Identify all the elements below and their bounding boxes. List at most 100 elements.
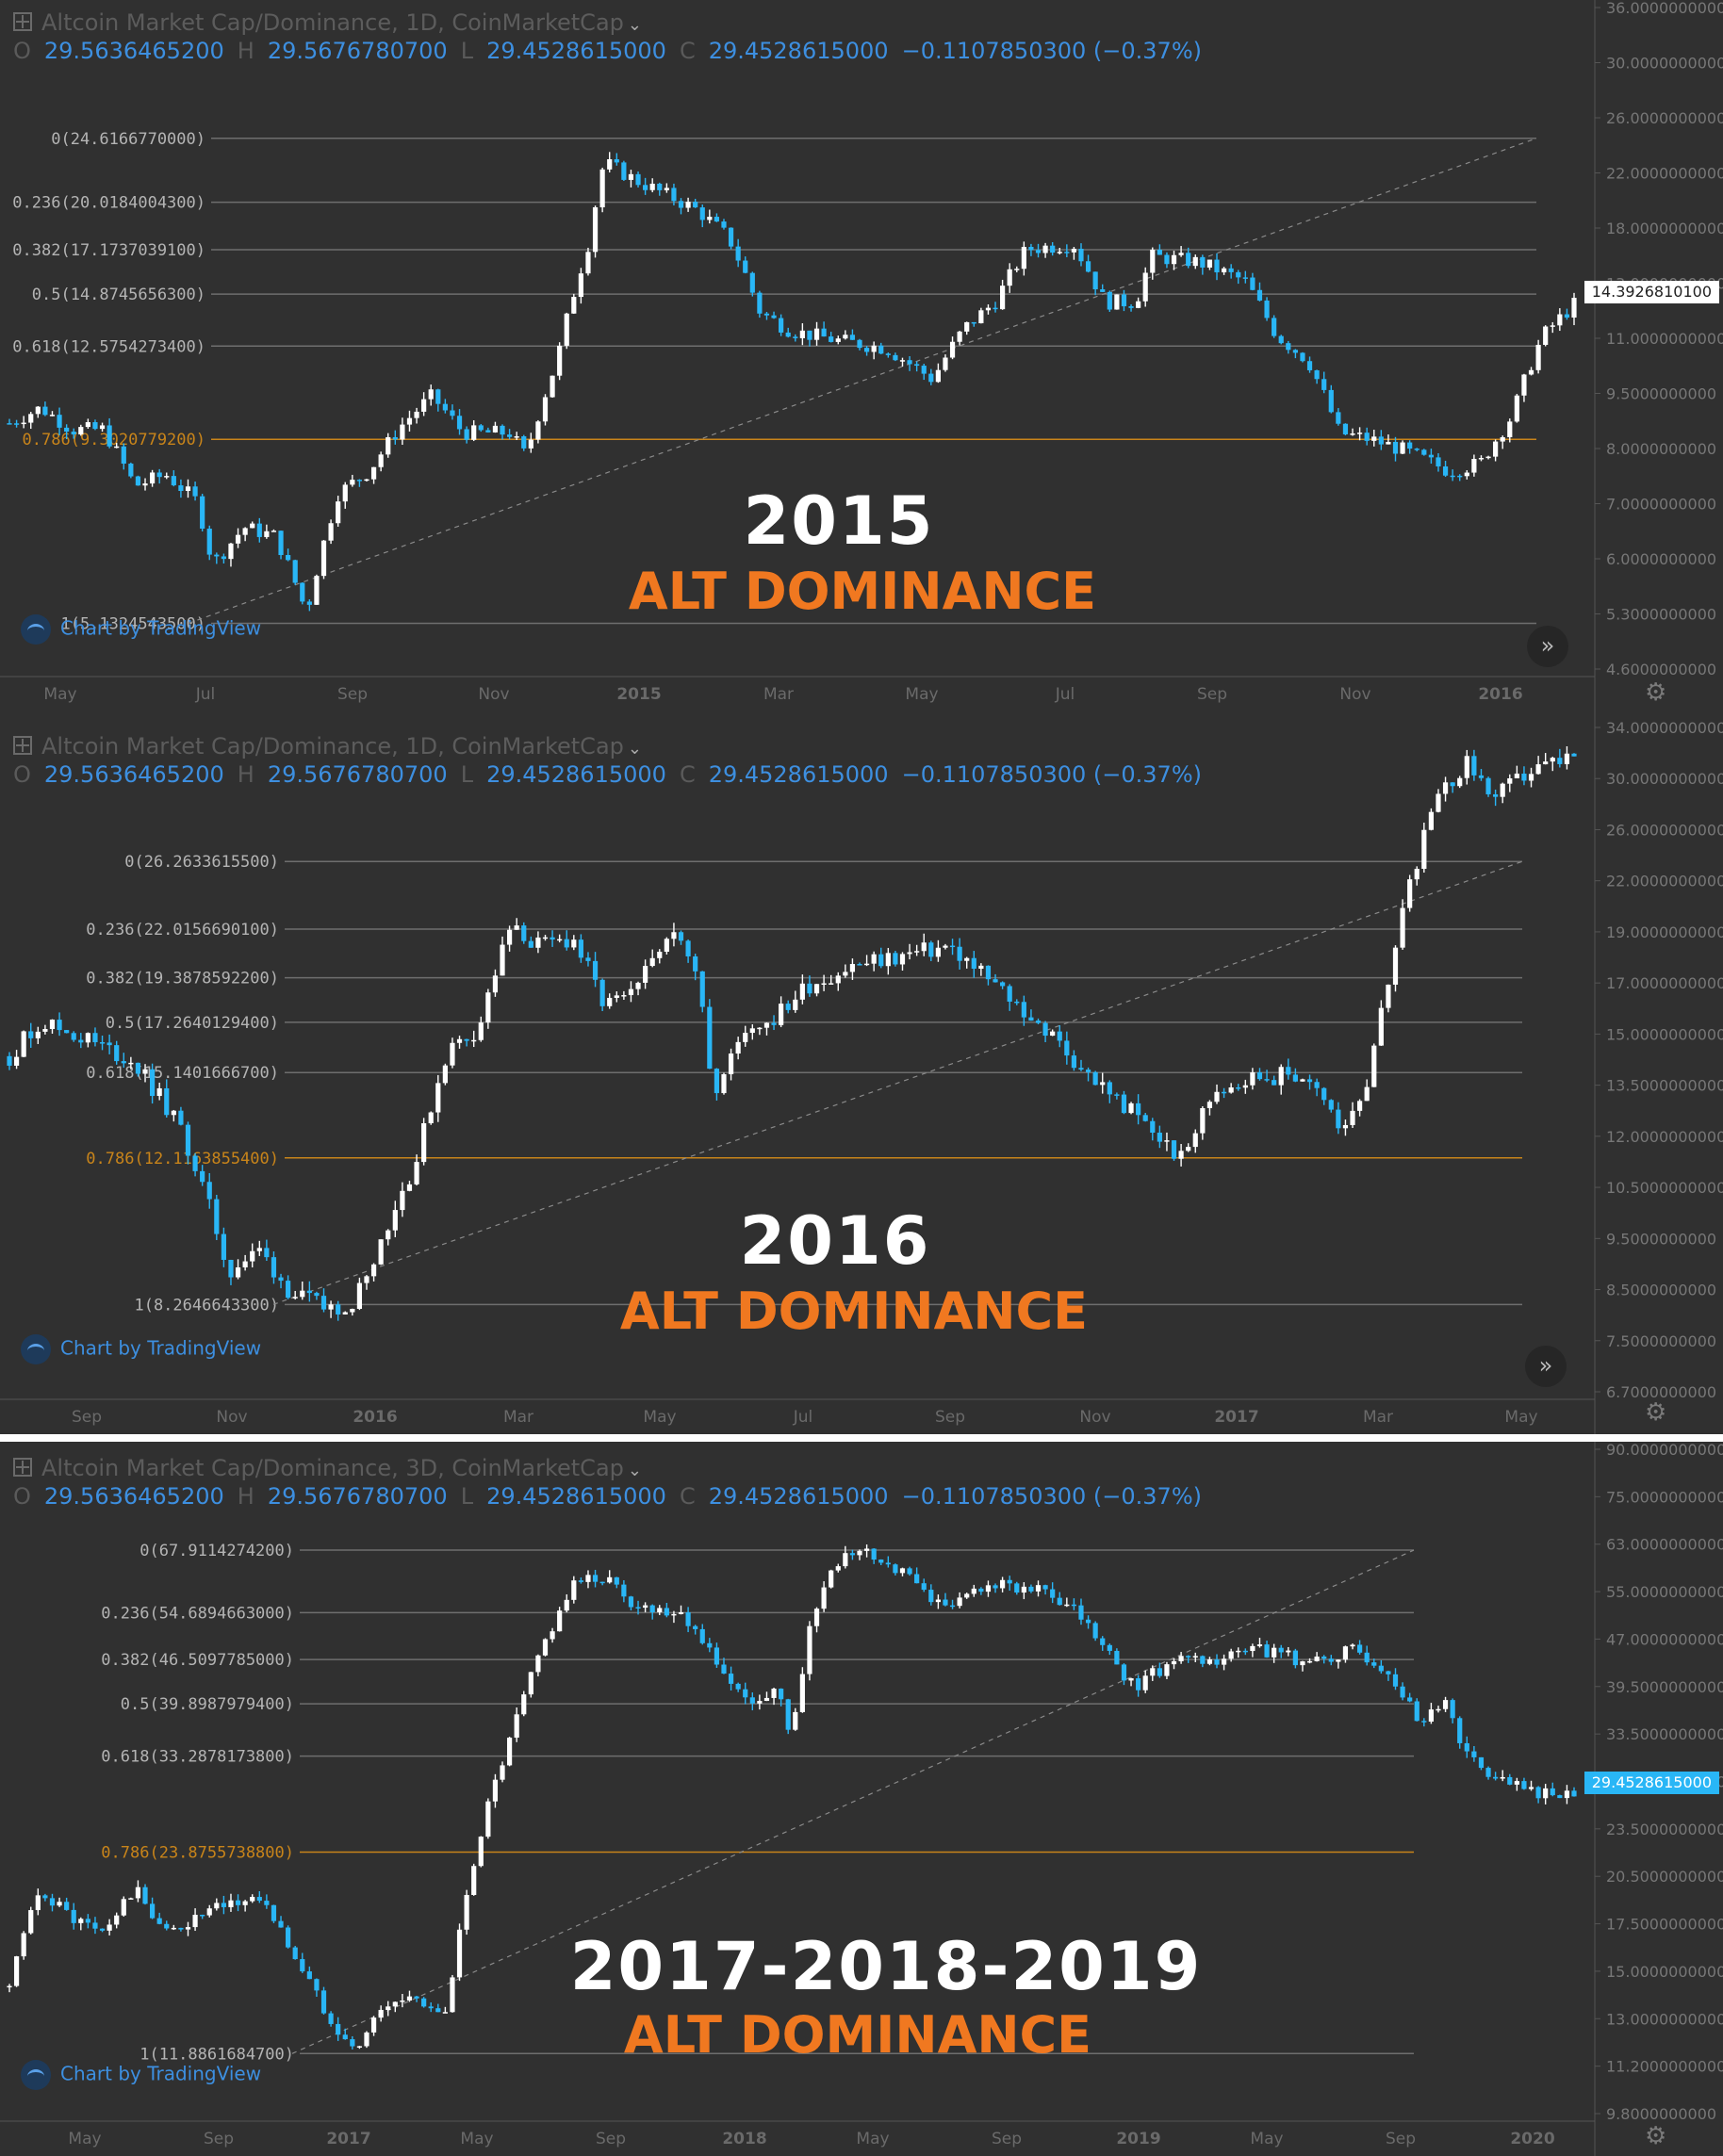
candle-body	[1292, 1650, 1298, 1666]
candle-body	[378, 2009, 384, 2018]
low-value: 29.4528615000	[486, 1483, 666, 1510]
scroll-to-realtime-button[interactable]: »	[1525, 1346, 1567, 1387]
candle-body	[771, 1689, 777, 1698]
candle-body	[1178, 1656, 1184, 1661]
candle-body	[1028, 247, 1034, 251]
candle-body	[1564, 1790, 1570, 1799]
fib-level-label: 0.618(15.1401666700)	[86, 1064, 279, 1083]
candle-body	[1042, 1022, 1048, 1037]
x-tick-label: Mar	[503, 1408, 533, 1427]
candle-body	[564, 313, 569, 346]
candle-body	[571, 297, 577, 314]
add-symbol-icon[interactable]	[13, 736, 32, 755]
candle-body	[292, 1297, 298, 1298]
gear-icon[interactable]: ⚙	[1645, 2122, 1667, 2150]
symbol-header[interactable]: Altcoin Market Cap/Dominance, 1D, CoinMa…	[13, 9, 642, 36]
chart-panel-2015[interactable]: 36.0000000000 30.0000000000 26.0000000000 2…	[0, 0, 1723, 720]
candle-body	[1050, 245, 1056, 253]
x-tick-label: Mar	[763, 685, 794, 704]
chevron-down-icon[interactable]: ⌄	[627, 1461, 642, 1480]
y-tick-label: 9.5000000000	[1606, 1230, 1716, 1248]
candle-body	[592, 960, 599, 980]
candle-body	[1543, 326, 1549, 345]
symbol-header[interactable]: Altcoin Market Cap/Dominance, 3D, CoinMa…	[13, 1455, 642, 1481]
candle-body	[1300, 352, 1305, 362]
candle-body	[1500, 783, 1505, 797]
add-symbol-icon[interactable]	[13, 12, 32, 31]
tradingview-attribution[interactable]: Chart by TradingView	[21, 2060, 261, 2090]
chevron-down-icon[interactable]: ⌄	[627, 15, 642, 35]
candle-body	[450, 1977, 455, 2013]
candle-body	[99, 425, 106, 430]
candle-body	[1550, 325, 1555, 327]
candle-body	[85, 1033, 90, 1043]
y-tick-label: 11.2000000000	[1606, 2058, 1723, 2076]
candle-body	[514, 1714, 519, 1739]
candle-body	[1528, 774, 1534, 781]
gear-icon[interactable]: ⚙	[1645, 1398, 1667, 1427]
candle-body	[306, 601, 312, 605]
candle-body	[178, 1110, 184, 1125]
candle-body	[785, 1004, 791, 1010]
candle-body	[1150, 1668, 1156, 1676]
chart-panel-2016[interactable]: 34.0000000000 30.0000000000 26.0000000000 2…	[0, 720, 1723, 1434]
candle-body	[228, 1259, 234, 1278]
candle-body	[542, 937, 549, 939]
candle-body	[899, 360, 906, 362]
candle-body	[535, 937, 541, 948]
scroll-to-realtime-button[interactable]: »	[1527, 626, 1568, 667]
candle-body	[943, 1599, 948, 1606]
candle-body	[592, 207, 599, 253]
candle-body	[1128, 306, 1134, 308]
candle-body	[1436, 793, 1441, 812]
chevron-down-icon[interactable]: ⌄	[627, 739, 642, 759]
candle-body	[1021, 247, 1026, 270]
candle-body	[1186, 1656, 1191, 1658]
candle-body	[1414, 1701, 1419, 1722]
low-value: 29.4528615000	[486, 38, 666, 64]
tradingview-attribution[interactable]: Chart by TradingView	[21, 614, 261, 645]
candle-body	[542, 397, 549, 422]
fib-level-label: 0.786(12.1163855400)	[86, 1150, 279, 1168]
candle-body	[714, 217, 720, 222]
candle-body	[863, 963, 870, 966]
candle-body	[71, 1909, 76, 1923]
gear-icon[interactable]: ⚙	[1645, 678, 1667, 707]
candle-body	[421, 1123, 427, 1163]
candle-body	[899, 954, 906, 965]
candle-body	[749, 1697, 755, 1704]
candle-body	[1300, 1079, 1305, 1082]
candle-body	[628, 173, 634, 180]
y-tick-label: 13.0000000000	[1606, 2010, 1723, 2028]
chart-panel-2017-2019[interactable]: 90.0000000000 75.0000000000 63.0000000000 5…	[0, 1442, 1723, 2156]
candle-body	[1100, 1638, 1106, 1645]
candle-body	[813, 328, 820, 340]
candle-body	[370, 466, 377, 480]
candle-body	[921, 1583, 927, 1591]
x-tick-label: 2019	[1116, 2130, 1160, 2148]
chart-canvas-2017-2019[interactable]: 90.0000000000 75.0000000000 63.0000000000 5…	[0, 1442, 1723, 2156]
candle-body	[1328, 1100, 1334, 1110]
y-tick-label: 6.7000000000	[1606, 1383, 1716, 1401]
candle-body	[464, 1038, 469, 1041]
candle-body	[1228, 1086, 1234, 1093]
tradingview-attribution[interactable]: Chart by TradingView	[21, 1334, 261, 1364]
candle-body	[435, 2008, 441, 2013]
y-tick-label: 36.0000000000	[1606, 0, 1723, 17]
candle-body	[1236, 271, 1241, 278]
candle-body	[1278, 335, 1284, 344]
candle-body	[71, 1033, 76, 1040]
chart-canvas-2016[interactable]: 34.0000000000 30.0000000000 26.0000000000 2…	[0, 720, 1723, 1434]
candle-body	[200, 1914, 205, 1917]
candle-body	[1314, 369, 1320, 380]
symbol-header[interactable]: Altcoin Market Cap/Dominance, 1D, CoinMa…	[13, 733, 642, 760]
candle-body	[664, 1608, 669, 1616]
candle-body	[320, 1990, 327, 2014]
candle-body	[685, 940, 691, 956]
candle-body	[1507, 777, 1513, 784]
add-symbol-icon[interactable]	[13, 1458, 32, 1477]
chart-canvas-2015[interactable]: 36.0000000000 30.0000000000 26.0000000000 2…	[0, 0, 1723, 720]
candle-body	[1507, 1776, 1513, 1785]
candle-body	[392, 2001, 398, 2007]
candle-body	[857, 1550, 862, 1556]
